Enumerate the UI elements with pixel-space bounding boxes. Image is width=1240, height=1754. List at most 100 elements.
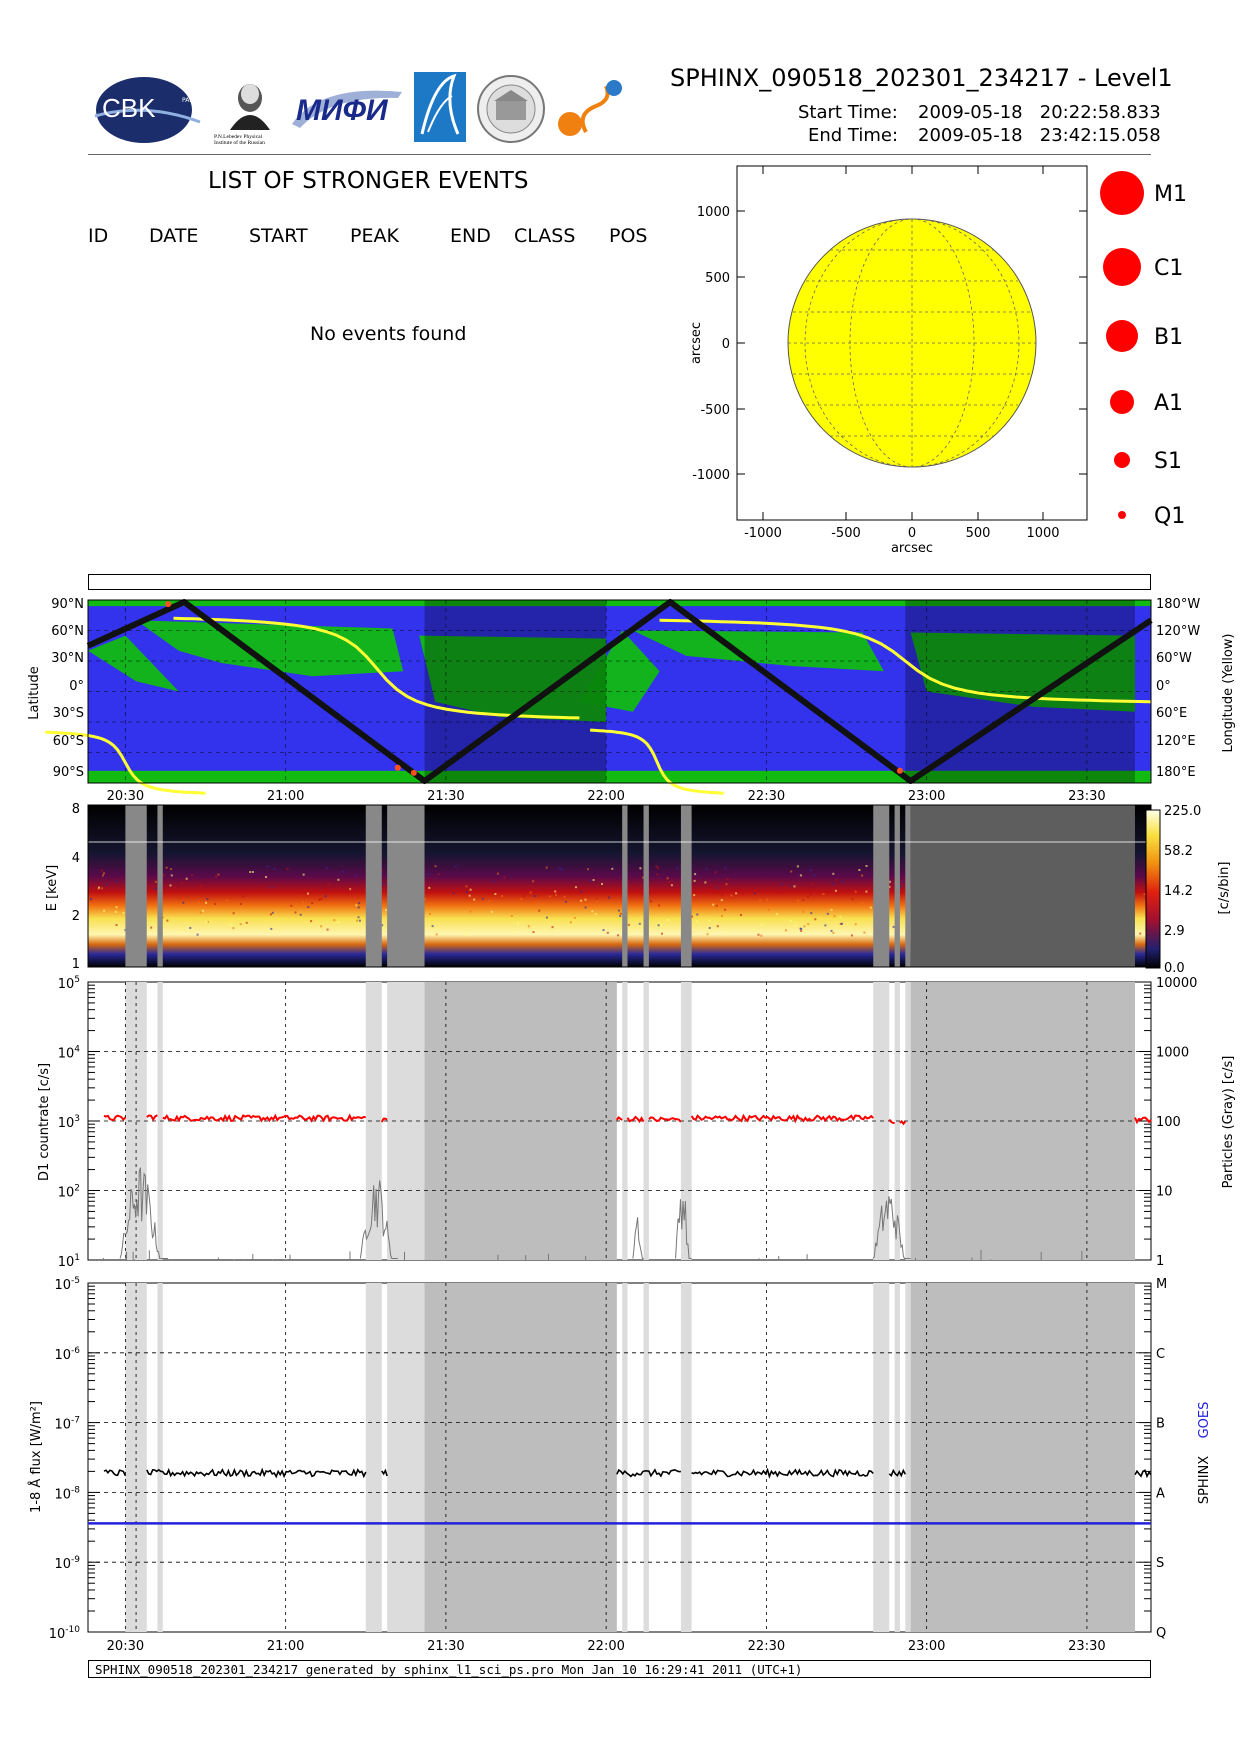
sun-xtick-4: 1000 [1026,526,1059,541]
spectrogram-speckle [273,868,276,870]
spectrogram-speckle [98,886,100,889]
spectrogram-speckle [533,895,536,897]
spectrogram-speckle [196,933,199,936]
lon-tick-3: 0° [1156,679,1171,694]
energy-ylabel: E [keV] [45,865,60,911]
orbit-track [86,599,1153,784]
countrate-gap-4 [622,982,628,1260]
spectrogram-speckle [724,866,727,869]
countrate-gap-3 [387,982,425,1260]
longitude-curve-0 [45,730,206,795]
spectrogram-speckle [320,898,323,900]
flux-gap-0 [125,1283,147,1632]
countrate-gap-1 [157,982,163,1260]
spectrogram-speckle [1132,910,1135,913]
spectrogram-speckle [726,878,729,880]
spectrogram-speckle [667,919,670,921]
spectrogram-speckle [658,904,660,907]
spectrogram-speckle [199,911,202,914]
spectrogram-speckle [984,893,987,896]
spectrogram-gap-1 [157,805,163,967]
spectrogram-speckle [563,895,566,898]
legend-dot-c1 [1103,248,1141,286]
legend-label-c1: C1 [1154,256,1183,281]
lat-tick-3: 0° [69,679,84,694]
spectrogram-speckle [767,908,770,911]
spectrogram-speckle [181,882,183,884]
spectrogram-speckle [851,898,854,901]
time-tick-bottom-0: 20:30 [107,1639,144,1654]
spectrogram-speckle [596,899,599,902]
spectrogram-speckle [390,928,393,931]
spectrogram-speckle [573,916,576,919]
spectrogram-speckle [639,867,642,870]
spectrogram-speckle [830,908,833,911]
spectrogram-speckle [318,898,321,901]
spectrogram-speckle [1055,917,1058,920]
orbit-zone-3 [910,632,1135,712]
flux-shade-1 [910,1283,1135,1632]
spectrogram-speckle [627,923,630,926]
spectrogram-speckle [349,888,352,891]
sun-xtick-1: -500 [831,526,861,541]
spectrogram-speckle [810,912,813,915]
column-class: CLASS [514,225,576,247]
spectrogram-speckle [280,904,283,907]
spectrogram-speckle [124,929,127,932]
spectrogram-speckle [377,905,380,908]
spectrogram-speckle [333,919,336,922]
spectrogram-speckle [840,880,843,883]
spectrogram-speckle [307,892,309,895]
spectrogram-speckle [270,927,273,930]
spectrogram-speckle [1041,889,1044,892]
spectrogram-speckle [826,912,829,915]
spectrogram-speckle [854,923,857,926]
spectrogram-speckle [414,919,417,922]
spectrogram-speckle [1100,892,1103,895]
orbit-background [88,600,1151,783]
orbit-zone-2 [632,630,884,672]
d1-countrate-line-9 [899,1119,907,1126]
d1-countrate-line-7 [690,1113,874,1124]
sun-xtick-3: 500 [966,526,991,541]
orbit-ylabel-right: Longitude (Yellow) [1221,634,1236,753]
spectrogram-speckle [532,926,535,929]
spectrogram-speckle [983,877,986,880]
orbit-eclipse-1 [905,600,1135,783]
lat-tick-6: 90°S [53,765,84,780]
spectrogram-speckle [491,880,494,883]
spectrogram-speckle [302,873,305,876]
orbit-south-band [88,770,1151,783]
spectrogram-speckle [185,877,188,880]
spectrogram-speckle [392,884,395,887]
countrate-ylabel-left: D1 countrate [c/s] [37,1063,52,1181]
colorbar-tick-2: 14.2 [1164,884,1193,899]
spectrogram-gap-5 [643,805,649,967]
spectrogram-speckle [740,914,742,916]
spectrogram-speckle [215,875,217,878]
spectrogram-speckle [169,884,172,887]
particle-burst-4 [872,1196,911,1259]
orbit-track-hot-2 [896,767,903,774]
column-id: ID [88,225,109,247]
spectrogram-speckle [417,925,420,928]
spectrogram-speckle [217,873,220,876]
spectrogram-speckle [266,865,269,868]
spectrogram-speckle [388,920,391,923]
sun-map: -1000 -500 0 500 1000 arcsec 1000 500 0 … [689,165,1187,556]
lat-tick-0: 90°N [51,597,84,612]
time-tick-top-5: 23:00 [908,789,945,804]
spectrogram-speckle [397,917,400,920]
flux-class-tick-5: Q [1156,1626,1166,1641]
spectrogram-speckle [724,908,727,911]
spectrogram-speckle [695,920,698,923]
spectrogram-speckle [376,883,379,885]
spectrogram-speckle [941,923,944,926]
spectrogram-speckle [206,897,209,900]
spectrogram-speckle [290,904,293,907]
spectrogram-gap-10 [910,805,1135,967]
spectrogram-speckle [790,870,793,873]
spectrogram-speckle [420,891,423,894]
spectrogram-speckle [958,886,961,889]
spectrogram-speckle [94,891,97,894]
